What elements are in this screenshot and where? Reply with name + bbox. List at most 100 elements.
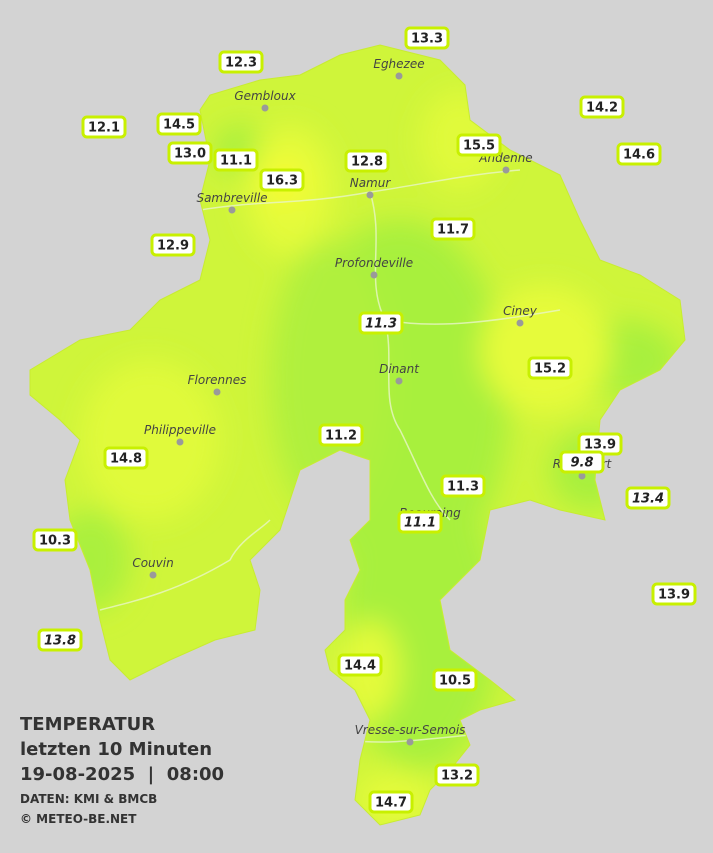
station-value: 12.3 <box>225 56 257 71</box>
station-box <box>259 168 305 192</box>
city-name: Namur <box>350 176 392 190</box>
credit: © METEO-BE.NET <box>20 812 137 826</box>
city-name: Couvin <box>132 556 173 570</box>
station: 11.3 <box>440 474 486 498</box>
station-box <box>432 668 478 692</box>
station-value: 10.3 <box>39 534 71 549</box>
station: 11.1 <box>213 148 259 172</box>
station-box <box>318 423 364 447</box>
station-box <box>616 142 662 166</box>
city-dot <box>213 388 221 396</box>
city-name: Vresse-sur-Semois <box>355 723 466 737</box>
station-value: 11.2 <box>325 429 357 444</box>
station-box <box>397 510 443 534</box>
station-value: 16.3 <box>266 174 298 189</box>
station-box <box>368 790 414 814</box>
station-box <box>559 450 605 474</box>
station-box <box>81 115 127 139</box>
station-box <box>213 148 259 172</box>
station-box <box>32 528 78 552</box>
station-box <box>167 141 213 165</box>
station-value: 11.7 <box>437 223 469 238</box>
station: 9.8 <box>559 450 605 474</box>
city-name: Philippeville <box>144 423 216 437</box>
station: 14.6 <box>616 142 662 166</box>
station: 12.3 <box>218 50 264 74</box>
station-value: 14.5 <box>163 118 195 133</box>
station: 14.8 <box>103 446 149 470</box>
station: 15.2 <box>527 356 573 380</box>
city-dot <box>176 438 184 446</box>
city-dot <box>149 571 157 579</box>
city-dot <box>406 738 414 746</box>
station: 14.7 <box>368 790 414 814</box>
city-name: Sambreville <box>196 191 267 205</box>
station-box <box>337 653 383 677</box>
info-block: TEMPERATUR letzten 10 Minuten 19-08-2025… <box>20 714 224 826</box>
station-value: 14.7 <box>375 796 407 811</box>
city-dot <box>261 104 269 112</box>
city-name: Eghezee <box>373 57 424 71</box>
station: 13.3 <box>404 26 450 50</box>
station-value: 14.2 <box>586 101 618 116</box>
station: 13.8 <box>37 628 83 652</box>
station-value: 13.2 <box>441 769 473 784</box>
station: 13.9 <box>651 582 697 606</box>
station-value: 12.8 <box>351 155 383 170</box>
city-dot <box>395 72 403 80</box>
station-value: 13.9 <box>658 588 690 603</box>
station-value: 14.6 <box>623 148 655 163</box>
station-box <box>430 217 476 241</box>
city-dot <box>578 472 586 480</box>
station-value: 14.4 <box>344 659 376 674</box>
station-box <box>527 356 573 380</box>
station-value: 11.3 <box>365 317 397 332</box>
station-box <box>218 50 264 74</box>
station-value: 10.5 <box>439 674 471 689</box>
city-name: Profondeville <box>335 256 413 270</box>
station-box <box>103 446 149 470</box>
station: 11.7 <box>430 217 476 241</box>
station-value: 9.8 <box>570 456 593 471</box>
city-name: Dinant <box>379 362 420 376</box>
city-dot <box>502 166 510 174</box>
station: 14.5 <box>156 112 202 136</box>
city-dot <box>228 206 236 214</box>
city-dot <box>395 377 403 385</box>
station-box <box>456 133 502 157</box>
station-box <box>434 763 480 787</box>
station-box <box>404 26 450 50</box>
station: 11.2 <box>318 423 364 447</box>
station-box <box>358 311 404 335</box>
city-dot <box>366 191 374 199</box>
datetime: 19-08-2025 | 08:00 <box>20 764 224 785</box>
station-value: 15.5 <box>463 139 495 154</box>
station: 10.5 <box>432 668 478 692</box>
station-box <box>651 582 697 606</box>
station: 10.3 <box>32 528 78 552</box>
station-value: 13.9 <box>584 438 616 453</box>
station: 13.2 <box>434 763 480 787</box>
station-box <box>150 233 196 257</box>
station: 16.3 <box>259 168 305 192</box>
station-box <box>37 628 83 652</box>
station-box <box>440 474 486 498</box>
station-box <box>344 149 390 173</box>
station: 14.4 <box>337 653 383 677</box>
station-box <box>579 95 625 119</box>
subtitle: letzten 10 Minuten <box>20 739 212 760</box>
station: 13.4 <box>625 486 671 510</box>
city-name: Florennes <box>188 373 247 387</box>
station-value: 12.1 <box>88 121 120 136</box>
station: 12.1 <box>81 115 127 139</box>
station: 13.0 <box>167 141 213 165</box>
station-value: 13.0 <box>174 147 206 162</box>
station-value: 11.3 <box>447 480 479 495</box>
station: 14.2 <box>579 95 625 119</box>
station-value: 11.1 <box>220 154 252 169</box>
station: 11.3 <box>358 311 404 335</box>
station-value: 13.4 <box>632 492 664 507</box>
source: DATEN: KMI & BMCB <box>20 792 157 806</box>
station: 12.9 <box>150 233 196 257</box>
